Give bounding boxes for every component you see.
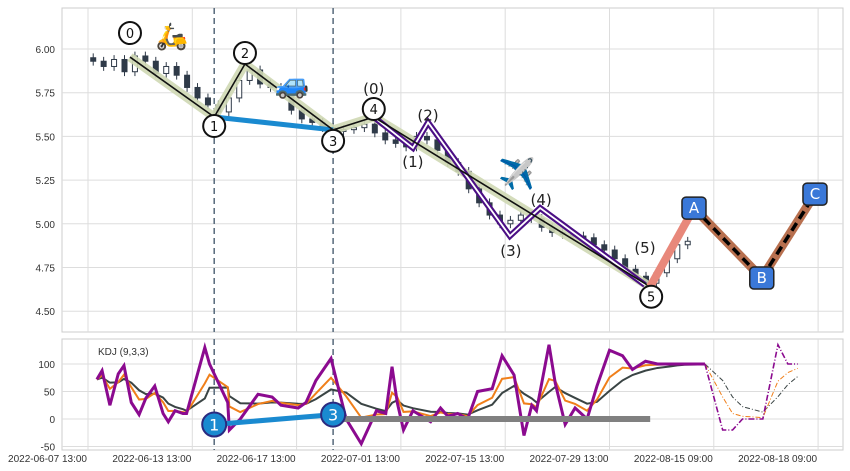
projection-5-a <box>646 206 698 289</box>
airplane-icon: ✈️ <box>498 155 535 191</box>
candle <box>121 58 128 73</box>
kdj-y-tick-label: 0 <box>49 415 55 426</box>
axis-ticks: 2022-06-07 13:00 2022-06-13 13:00 2022-06-… <box>8 45 817 465</box>
wave-point-circle <box>232 41 257 66</box>
candle <box>194 86 201 99</box>
wave-point-label: 0 <box>126 27 134 42</box>
wave-point-circle <box>202 113 227 138</box>
projection-label-box <box>681 196 707 220</box>
kdj-panel <box>61 338 844 451</box>
kdj-marker-line <box>213 412 334 427</box>
scooter-icon: 🛵 <box>156 21 188 52</box>
candle <box>684 240 691 246</box>
kdj-marker-label: 3 <box>328 406 338 425</box>
y-tick-label: 5.75 <box>36 89 56 100</box>
projection-label: A <box>689 199 700 217</box>
grid <box>61 7 844 451</box>
wave-point-label: 1 <box>210 120 218 135</box>
x-tick-label: 2022-08-18 09:00 <box>738 454 817 465</box>
sub-wave-label: (5) <box>634 239 655 257</box>
candle <box>184 74 191 88</box>
kdj-k-projection <box>704 363 798 419</box>
projection-label-box <box>749 266 775 290</box>
y-tick-label: 4.75 <box>36 264 56 275</box>
kdj-y-tick-label: 50 <box>44 388 56 399</box>
line-1-3 <box>213 114 334 133</box>
wave-point-circle <box>117 21 142 46</box>
x-tick-label: 2022-07-29 13:00 <box>530 454 609 465</box>
projection-dash <box>692 206 764 280</box>
sub-wave-label: (4) <box>531 191 552 209</box>
candle <box>100 60 107 67</box>
candle <box>517 214 524 221</box>
wave-line <box>129 56 651 288</box>
candle <box>163 65 170 74</box>
candle <box>392 139 399 144</box>
wave-point-label: 4 <box>370 103 378 118</box>
candle <box>601 244 608 251</box>
x-tick-label: 2022-08-15 09:00 <box>634 454 713 465</box>
projection-label-box <box>802 182 828 206</box>
wave-point-circle <box>321 128 346 153</box>
projection-label: C <box>810 185 820 203</box>
x-tick-label: 2022-06-07 13:00 <box>8 454 87 465</box>
candle <box>173 65 180 76</box>
kdj-j-line <box>95 341 705 447</box>
y-tick-label: 4.50 <box>36 307 56 318</box>
sub-wave-label: (2) <box>417 106 438 124</box>
wave-point-label: 2 <box>241 47 249 62</box>
kdj-y-tick-label: -50 <box>41 443 56 454</box>
x-tick-label: 2022-07-01 13:00 <box>321 454 400 465</box>
y-tick-label: 5.50 <box>36 132 56 143</box>
y-tick-label: 5.25 <box>36 176 56 187</box>
projection-label: B <box>757 269 767 287</box>
candle <box>423 135 430 141</box>
candle <box>142 55 149 62</box>
kdj-j-projection <box>704 342 798 431</box>
candle <box>507 219 514 225</box>
candle <box>371 123 378 134</box>
kdj-marker-label: 1 <box>209 416 219 435</box>
x-tick-label: 2022-07-15 13:00 <box>425 454 504 465</box>
kdj-label: KDJ (9,3,3) <box>98 347 149 358</box>
wave-point-circle <box>639 284 664 309</box>
candle <box>111 58 118 67</box>
candle <box>382 132 389 141</box>
wave-point-label: 3 <box>329 135 337 150</box>
y-tick-label: 6.00 <box>36 45 56 56</box>
sub-wave-label: (1) <box>402 153 423 171</box>
kdj-d-projection <box>704 363 799 413</box>
kdj-marker-circle <box>320 401 347 428</box>
wave-point-label: 5 <box>647 291 655 306</box>
sub-wave-label: (0) <box>363 80 384 98</box>
x-tick-label: 2022-06-17 13:00 <box>217 454 296 465</box>
kdj-y-tick-label: 100 <box>38 360 55 371</box>
y-tick-label: 5.00 <box>36 220 56 231</box>
car-icon: 🚙 <box>275 68 310 100</box>
candle <box>611 249 618 260</box>
sub-wave-inner <box>373 116 646 286</box>
wave-point-circle <box>361 96 386 121</box>
sub-wave-label: (3) <box>500 242 521 260</box>
x-tick-label: 2022-06-13 13:00 <box>112 454 191 465</box>
projection-dash <box>760 193 817 279</box>
chart-marks: 0 1 2 3 4 5 (0) (1) (2) (3) (4) (5) A B C 🛵 🚙 ✈️ 1 3 <box>90 8 828 450</box>
candle <box>204 97 211 106</box>
kdj-marker-circle <box>201 411 228 438</box>
candle <box>90 57 97 62</box>
